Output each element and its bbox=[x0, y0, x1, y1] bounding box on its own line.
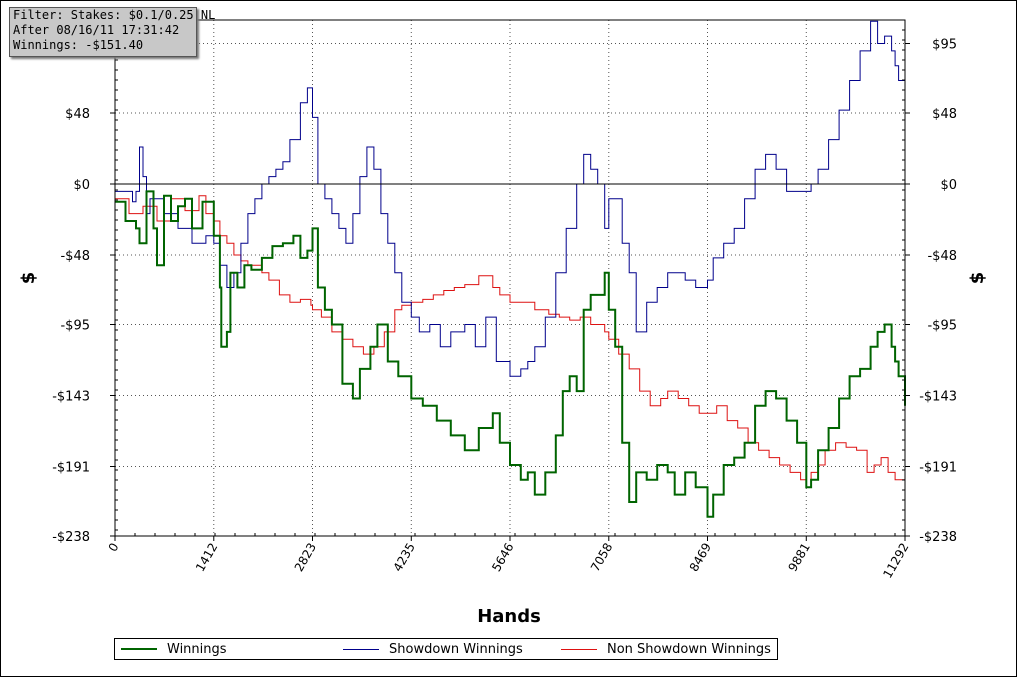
x-tick-label: 5646 bbox=[489, 541, 516, 574]
x-tick-label: 4235 bbox=[390, 541, 417, 574]
x-tick-label: 8469 bbox=[687, 541, 714, 574]
legend-item-showdown: Showdown Winnings bbox=[343, 639, 523, 659]
y-tick-label-right: -$238 bbox=[919, 530, 957, 545]
y-tick-label-right: -$143 bbox=[919, 389, 957, 404]
x-tick-label: 0 bbox=[106, 541, 122, 555]
axes bbox=[110, 19, 910, 541]
legend-swatch-showdown bbox=[343, 648, 379, 650]
y-tick-label-right: -$95 bbox=[927, 319, 957, 334]
series-layer bbox=[115, 20, 906, 518]
x-tick-label: 7058 bbox=[588, 541, 615, 574]
legend-item-non-showdown: Non Showdown Winnings bbox=[561, 639, 771, 659]
y-tick-label-right: $48 bbox=[932, 107, 957, 122]
x-tick-label: 1412 bbox=[193, 541, 220, 574]
series-line-winnings bbox=[115, 190, 906, 518]
y-tick-label-left: -$95 bbox=[60, 319, 90, 334]
filter-stakes-text: Filter: Stakes: $0.1/0.25 NL bbox=[13, 8, 216, 22]
y-tick-label-right: $95 bbox=[932, 37, 957, 52]
legend-swatch-winnings bbox=[121, 648, 157, 650]
legend-label-winnings: Winnings bbox=[167, 641, 227, 657]
x-tick-label: 11292 bbox=[880, 541, 911, 581]
y-tick-label-left: -$191 bbox=[52, 460, 90, 475]
y-tick-label-right: $0 bbox=[940, 178, 957, 193]
y-tick-label-left: $48 bbox=[65, 107, 90, 122]
legend-label-showdown: Showdown Winnings bbox=[389, 641, 523, 657]
x-tick-label: 9881 bbox=[785, 541, 812, 574]
legend-item-winnings: Winnings bbox=[121, 639, 227, 659]
filter-info-box: Filter: Stakes: $0.1/0.25 NL After 08/16… bbox=[9, 7, 216, 57]
y-axis-title-right: $ bbox=[967, 272, 988, 285]
series-line-showdown-winnings bbox=[115, 20, 906, 377]
y-axis-title-left: $ bbox=[18, 272, 39, 285]
x-axis-title: Hands bbox=[477, 606, 541, 627]
filter-date-text: After 08/16/11 17:31:42 bbox=[13, 23, 180, 37]
legend-label-non-showdown: Non Showdown Winnings bbox=[607, 641, 771, 657]
legend-swatch-non-showdown bbox=[561, 648, 597, 650]
y-tick-label-left: -$48 bbox=[60, 249, 90, 264]
chart-legend: Winnings Showdown Winnings Non Showdown … bbox=[114, 638, 778, 660]
x-tick-label: 2823 bbox=[292, 541, 319, 574]
y-tick-label-left: $0 bbox=[73, 178, 90, 193]
tick-labels: $48 $0 -$48 -$95 -$143 -$191 -$238 $95 $48 $0 -$48… bbox=[52, 37, 957, 580]
y-tick-label-left: -$238 bbox=[52, 530, 90, 545]
filter-winnings-text: Winnings: -$151.40 bbox=[13, 38, 144, 52]
y-tick-label-right: -$191 bbox=[919, 460, 957, 475]
y-tick-label-left: -$143 bbox=[52, 389, 90, 404]
y-tick-label-right: -$48 bbox=[927, 249, 957, 264]
